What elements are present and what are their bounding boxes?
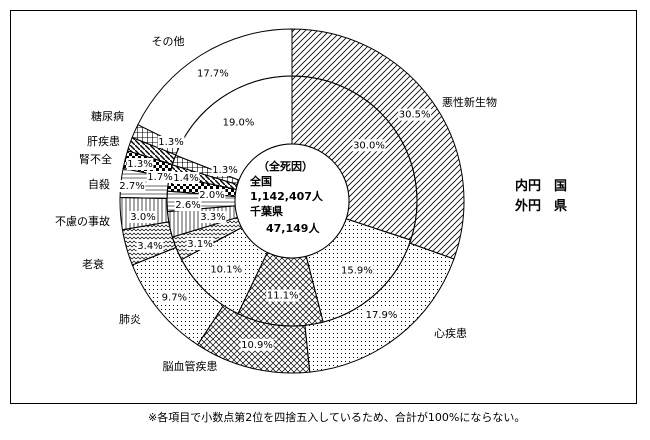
center-heading: （全死因） (258, 159, 313, 173)
label-background (398, 108, 432, 121)
outer-label-cerebrovascular: 10.9% (241, 340, 273, 351)
category-label-renal-failure: 腎不全 (79, 152, 112, 166)
outer-label-suicide: 2.7% (119, 181, 144, 192)
inner-label-heart-disease: 15.9% (341, 265, 373, 276)
category-label-heart-disease: 心疾患 (434, 326, 467, 340)
label-background (352, 139, 386, 152)
category-label-liver-disease: 肝疾患 (87, 134, 120, 148)
outer-label-senility: 3.4% (137, 241, 162, 252)
outer-label-diabetes: 1.3% (158, 137, 183, 148)
label-background (222, 116, 256, 129)
outer-label-liver-disease: 1.3% (127, 159, 152, 170)
label-background (186, 238, 214, 250)
category-label-other: その他 (152, 35, 185, 48)
category-label-senility: 老衰 (82, 257, 104, 271)
label-background (199, 211, 227, 223)
category-label-diabetes: 糖尿病 (91, 109, 124, 123)
inner-label-liver-disease: 1.4% (173, 173, 198, 184)
label-background (196, 67, 230, 80)
outer-label-pneumonia: 9.7% (162, 292, 187, 303)
outer-label-malignant-neoplasm: 30.5% (399, 110, 431, 121)
label-background (240, 338, 274, 351)
category-label-pneumonia: 肺炎 (119, 313, 141, 326)
inner-label-suicide: 2.6% (175, 200, 200, 211)
label-background (340, 264, 374, 277)
outer-label-renal-failure: 1.7% (147, 172, 172, 183)
legend-inner: 内円 国 (515, 178, 567, 194)
inner-label-renal-failure: 2.0% (199, 190, 224, 201)
label-background (211, 164, 239, 176)
footnote: ※各項目で小数点第2位を四捨五入しているため、合計が100%にならない。 (148, 411, 526, 424)
label-background (365, 309, 399, 322)
outer-label-other: 17.7% (197, 69, 229, 80)
center-pref-value: 47,149人 (266, 221, 320, 235)
inner-label-other: 19.0% (223, 117, 255, 128)
category-label-cerebrovascular: 脳血管疾患 (163, 359, 218, 373)
center-national-value: 1,142,407人 (250, 189, 324, 203)
label-background (157, 136, 185, 148)
label-background (126, 158, 154, 170)
label-background (172, 172, 200, 184)
label-background (146, 171, 174, 183)
center-national-label: 全国 (249, 174, 272, 188)
label-background (118, 180, 146, 192)
outer-label-accident: 3.0% (130, 212, 155, 223)
center-hole (234, 143, 350, 259)
label-background (136, 240, 164, 252)
inner-label-senility: 3.1% (187, 239, 212, 250)
center-pref-label: 千葉県 (250, 204, 283, 218)
chart-frame (10, 10, 637, 404)
category-label-accident: 不慮の事故 (55, 214, 110, 228)
label-background (160, 291, 188, 304)
inner-label-accident: 3.3% (200, 212, 225, 223)
inner-label-malignant-neoplasm: 30.0% (353, 140, 385, 151)
label-background (266, 289, 300, 302)
legend-outer: 外円 県 (514, 198, 567, 214)
inner-label-cerebrovascular: 11.1% (267, 291, 299, 302)
labels-layer: 30.5% 17.9% 10.9% 9.7% 3.4% 3.0% 2.7%1.7% 1.3% 1… (55, 35, 497, 373)
category-label-suicide: 自殺 (88, 177, 110, 191)
inner-label-diabetes: 1.3% (212, 165, 237, 176)
label-background (129, 211, 157, 223)
label-background (209, 263, 243, 276)
label-background (174, 199, 202, 211)
inner-label-pneumonia: 10.1% (210, 265, 242, 276)
label-background (198, 189, 226, 201)
category-label-malignant-neoplasm: 悪性新生物 (442, 95, 497, 109)
outer-label-heart-disease: 17.9% (366, 310, 398, 321)
